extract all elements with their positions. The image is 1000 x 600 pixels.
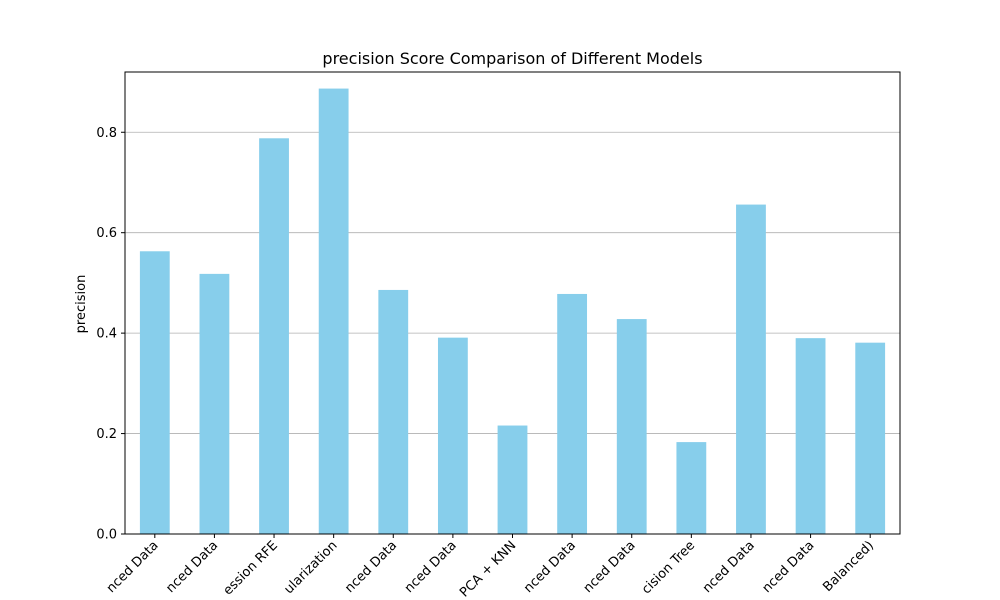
- y-tick-label: 0.4: [96, 327, 117, 342]
- x-tick-label: nced Data: [521, 538, 579, 596]
- y-tick-label: 0.6: [96, 226, 117, 241]
- bar: [616, 319, 647, 534]
- x-axis-ticks: nced Data nced Data ession RFE ularization n…: [104, 534, 877, 600]
- x-tick-label: nced Data: [581, 538, 639, 596]
- x-tick-label: nced Data: [163, 538, 221, 596]
- y-gridlines: [125, 131, 900, 434]
- bar: [676, 442, 707, 534]
- x-tick-label: ession RFE: [221, 538, 281, 598]
- bar: [318, 88, 349, 534]
- x-tick-label: nced Data: [760, 538, 818, 596]
- bar: [199, 273, 230, 534]
- bar: [437, 337, 468, 534]
- x-tick-label: PCA + KNN: [457, 538, 519, 600]
- bar: [378, 289, 409, 534]
- bars: [139, 88, 886, 534]
- x-tick-label: nced Data: [700, 538, 758, 596]
- chart-title: precision Score Comparison of Different …: [322, 49, 702, 68]
- y-tick-label: 0.0: [96, 528, 117, 543]
- bar: [557, 293, 588, 534]
- x-tick-label: ularization: [281, 538, 340, 597]
- x-tick-label: nced Data: [342, 538, 400, 596]
- bar: [259, 138, 289, 534]
- y-tick-label: 0.2: [96, 427, 117, 442]
- bar: [736, 204, 766, 534]
- x-tick-label: cision Tree: [639, 538, 698, 597]
- y-axis-label: precision: [74, 275, 89, 334]
- x-tick-label: nced Data: [104, 538, 162, 596]
- y-axis-ticks: 0.0 0.2 0.4 0.6 0.8: [96, 126, 125, 543]
- bar: [795, 338, 826, 534]
- bar: [497, 425, 528, 534]
- bar: [139, 251, 170, 534]
- bar: [855, 342, 886, 534]
- y-tick-label: 0.8: [96, 126, 117, 141]
- x-tick-label: nced Data: [402, 538, 460, 596]
- x-tick-label: Balanced): [820, 538, 877, 595]
